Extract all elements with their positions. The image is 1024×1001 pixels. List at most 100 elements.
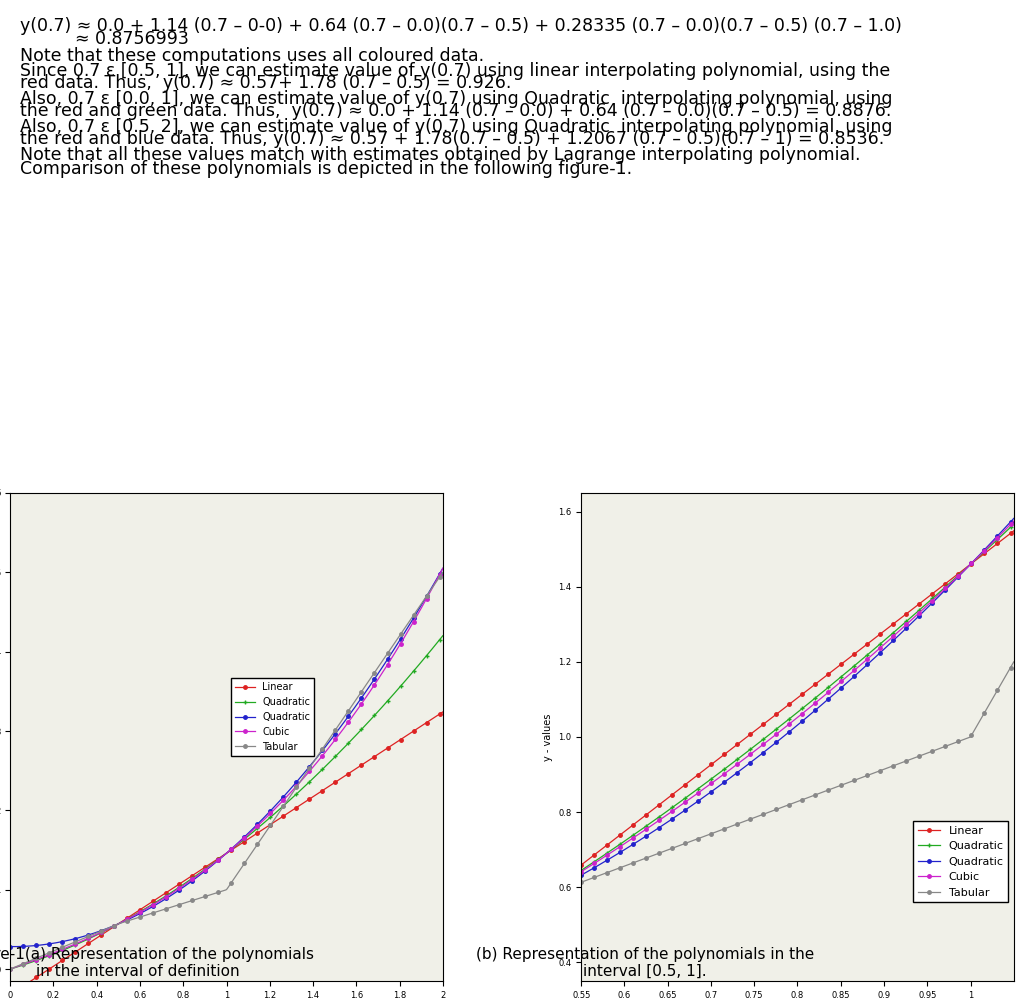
Quadratic: [716, 778, 728, 790]
Text: Comparison of these polynomials is depicted in the following figure-1.: Comparison of these polynomials is depic…: [20, 160, 633, 178]
Tabular: [887, 760, 899, 772]
Line: Quadratic: Quadratic: [8, 634, 445, 972]
Quadratic: [436, 563, 449, 575]
Quadratic: [145, 899, 158, 911]
Tabular: [890, 759, 902, 771]
Quadratic: [716, 765, 728, 777]
Cubic: [436, 563, 449, 575]
Linear: [56, 955, 69, 967]
Text: Also, 0.7 ε [0.5, 2], we can estimate value of y(0.7) using Quadratic  interpola: Also, 0.7 ε [0.5, 2], we can estimate va…: [20, 118, 893, 136]
Text: Note that all these values match with estimates obtained by Lagrange interpolati: Note that all these values match with es…: [20, 146, 861, 164]
Text: the red and blue data. Thus, y(0.7) ≈ 0.57 + 1.78(0.7 – 0.5) + 1.2067 (0.7 – 0.5: the red and blue data. Thus, y(0.7) ≈ 0.…: [20, 130, 885, 148]
Tabular: [746, 813, 759, 825]
Quadratic: [316, 764, 329, 776]
Tabular: [316, 743, 329, 755]
Quadratic: [146, 901, 159, 913]
Text: red data. Thus,  y(0.7) ≈ 0.57+ 1.78 (0.7 – 0.5) = 0.926.: red data. Thus, y(0.7) ≈ 0.57+ 1.78 (0.7…: [20, 74, 512, 92]
Quadratic: [175, 880, 187, 892]
Linear: [276, 811, 289, 823]
Linear: [575, 859, 588, 871]
Quadratic: [890, 625, 902, 637]
Quadratic: [319, 741, 332, 753]
Cubic: [887, 631, 899, 643]
Cubic: [575, 866, 588, 878]
Cubic: [175, 881, 187, 893]
Linear: [847, 649, 859, 661]
Linear: [887, 618, 899, 630]
Quadratic: [317, 743, 330, 755]
Linear: [716, 750, 728, 762]
Quadratic: [746, 755, 759, 767]
Linear: [316, 785, 329, 797]
Quadratic: [436, 630, 449, 642]
Quadratic: [887, 627, 899, 639]
Linear: [627, 819, 639, 831]
Quadratic: [627, 829, 639, 841]
Linear: [746, 727, 759, 739]
Line: Quadratic: Quadratic: [8, 567, 444, 948]
Y-axis label: y - values: y - values: [543, 714, 553, 761]
Linear: [4, 988, 16, 1000]
Line: Linear: Linear: [580, 530, 1016, 867]
Legend: Linear, Quadratic, Quadratic, Cubic, Tabular: Linear, Quadratic, Quadratic, Cubic, Tab…: [231, 679, 314, 756]
Linear: [318, 783, 331, 795]
Quadratic: [276, 801, 289, 813]
Cubic: [746, 747, 759, 759]
Text: Figure-1(a) Representation of the polynomials
in the interval of definition: Figure-1(a) Representation of the polyno…: [0, 947, 313, 979]
Tabular: [4, 963, 16, 975]
Text: Note that these computations uses all coloured data.: Note that these computations uses all co…: [20, 47, 484, 64]
Cubic: [627, 832, 639, 844]
Quadratic: [318, 761, 331, 773]
Tabular: [175, 898, 187, 910]
Cubic: [316, 750, 329, 762]
Text: the red and green data. Thus,  y(0.7) ≈ 0.0 + 1.14 (0.7 – 0.0) + 0.64 (0.7 – 0.0: the red and green data. Thus, y(0.7) ≈ 0…: [20, 102, 892, 120]
Tabular: [847, 775, 859, 787]
Quadratic: [575, 865, 588, 877]
Linear: [175, 877, 187, 889]
Cubic: [716, 770, 728, 782]
Linear: [890, 617, 902, 629]
Quadratic: [56, 945, 69, 957]
Cubic: [4, 963, 16, 975]
Quadratic: [1008, 513, 1020, 525]
Quadratic: [4, 941, 16, 953]
Line: Quadratic: Quadratic: [580, 517, 1016, 877]
Tabular: [436, 567, 449, 579]
Quadratic: [4, 963, 16, 975]
Cubic: [890, 629, 902, 641]
Line: Cubic: Cubic: [8, 567, 444, 971]
Quadratic: [890, 633, 902, 645]
Tabular: [318, 740, 331, 752]
Text: Also, 0.7 ε [0.0, 1], we can estimate value of y(0.7) using Quadratic  interpola: Also, 0.7 ε [0.0, 1], we can estimate va…: [20, 90, 893, 108]
Quadratic: [57, 935, 70, 947]
Text: ≈ 0.8756993: ≈ 0.8756993: [76, 30, 189, 48]
Line: Cubic: Cubic: [580, 520, 1016, 874]
Text: y(0.7) ≈ 0.0 + 1.14 (0.7 – 0-0) + 0.64 (0.7 – 0.0)(0.7 – 0.5) + 0.28335 (0.7 – 0: y(0.7) ≈ 0.0 + 1.14 (0.7 – 0-0) + 0.64 (…: [20, 17, 902, 35]
Tabular: [575, 876, 588, 888]
Quadratic: [176, 882, 188, 894]
Linear: [436, 706, 449, 718]
Legend: Linear, Quadratic, Quadratic, Cubic, Tabular: Linear, Quadratic, Quadratic, Cubic, Tab…: [913, 821, 1009, 902]
Quadratic: [847, 661, 859, 673]
Tabular: [145, 908, 158, 920]
Cubic: [145, 900, 158, 912]
Line: Tabular: Tabular: [580, 660, 1016, 884]
Quadratic: [627, 838, 639, 850]
Quadratic: [847, 671, 859, 683]
Tabular: [276, 802, 289, 814]
Cubic: [847, 666, 859, 678]
Linear: [145, 897, 158, 909]
Tabular: [56, 941, 69, 953]
Quadratic: [6, 941, 18, 953]
Tabular: [1008, 656, 1020, 668]
Quadratic: [887, 635, 899, 647]
Line: Quadratic: Quadratic: [579, 522, 1016, 873]
Quadratic: [746, 742, 759, 754]
Quadratic: [278, 791, 290, 803]
Cubic: [56, 943, 69, 955]
Quadratic: [575, 869, 588, 881]
Cubic: [318, 747, 331, 759]
Cubic: [1008, 516, 1020, 528]
Linear: [1008, 525, 1020, 537]
Text: Since 0.7 ε [0.5, 1], we can estimate value of y(0.7) using linear interpolating: Since 0.7 ε [0.5, 1], we can estimate va…: [20, 62, 891, 80]
